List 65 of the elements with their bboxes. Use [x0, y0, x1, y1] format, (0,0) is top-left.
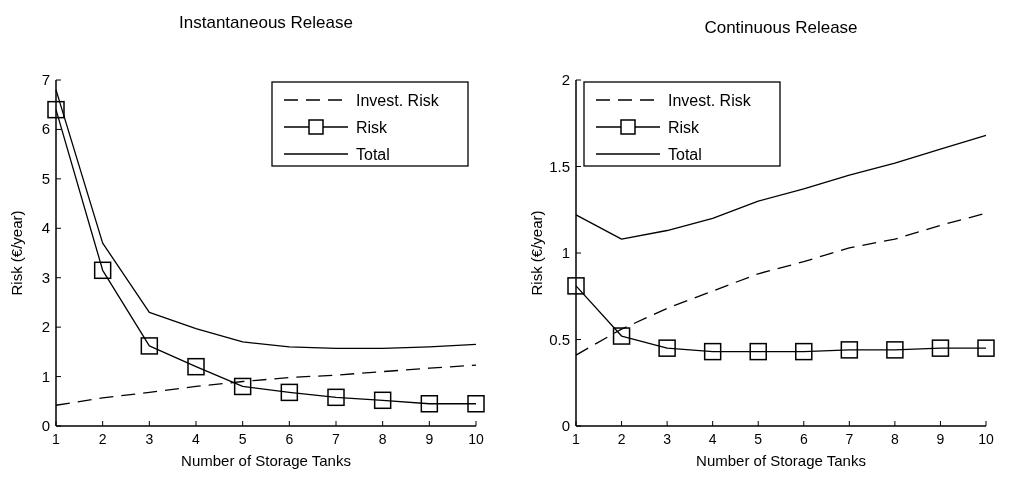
point	[93, 261, 112, 280]
y-tick-label: 7	[41, 71, 50, 88]
x-tick-label: 4	[192, 431, 201, 447]
chart-title: Continuous Release	[704, 18, 858, 37]
y-tick-label: 2	[41, 318, 50, 336]
y-tick-label: 4	[41, 219, 50, 237]
point	[977, 339, 995, 357]
x-tick-label: 6	[285, 431, 294, 447]
y-tick-label: 1	[41, 367, 50, 385]
y-axis-title: Risk (€/year)	[528, 210, 545, 296]
point	[703, 342, 722, 361]
y-tick-label: 0	[41, 417, 50, 434]
x-tick-label: 10	[978, 431, 994, 447]
point	[658, 339, 676, 357]
point	[420, 395, 439, 413]
point	[373, 391, 392, 410]
point	[47, 100, 65, 119]
x-tick-label: 2	[617, 431, 626, 447]
y-tick-label: 0	[561, 417, 570, 434]
y-tick-label: 5	[41, 169, 50, 187]
point	[567, 277, 585, 295]
x-axis-title: Number of Storage Tanks	[696, 452, 866, 469]
point	[840, 341, 859, 359]
y-tick-label: 0.5	[549, 330, 570, 348]
point	[795, 342, 813, 361]
x-tick-label: 2	[98, 431, 107, 447]
x-tick-label: 7	[332, 431, 341, 447]
x-axis-title: Number of Storage Tanks	[181, 452, 351, 469]
point	[931, 339, 950, 357]
point	[280, 383, 299, 402]
y-tick-label: 2	[561, 71, 570, 88]
x-tick-label: 5	[754, 431, 763, 447]
y-axis-title: Risk (€/year)	[8, 210, 25, 296]
legend-label: Total	[356, 146, 390, 163]
x-tick-label: 7	[845, 431, 854, 447]
x-tick-label: 4	[708, 431, 717, 447]
x-tick-label: 3	[145, 431, 154, 447]
legend-label: Risk	[356, 119, 389, 136]
point	[187, 357, 205, 376]
x-tick-label: 9	[425, 431, 434, 447]
legend-label: Invest. Risk	[356, 92, 440, 109]
x-tick-label: 6	[799, 431, 808, 447]
point	[612, 327, 631, 345]
x-tick-label: 8	[890, 431, 899, 447]
x-tick-label: 1	[52, 431, 61, 447]
legend-label: Invest. Risk	[668, 92, 752, 109]
chart-title: Instantaneous Release	[179, 13, 353, 32]
x-tick-label: 3	[663, 431, 672, 447]
legend-label: Total	[668, 146, 702, 163]
point	[886, 341, 904, 359]
x-tick-label: 8	[378, 431, 387, 447]
y-tick-label: 6	[41, 120, 50, 138]
x-tick-label: 1	[572, 431, 581, 447]
point	[327, 388, 345, 407]
x-tick-label: 5	[238, 431, 247, 447]
point	[140, 337, 159, 355]
x-tick-label: 10	[468, 431, 484, 447]
y-tick-label: 1.5	[549, 157, 570, 175]
point	[467, 395, 485, 413]
point	[233, 377, 252, 396]
y-tick-label: 1	[561, 244, 570, 261]
point	[749, 342, 767, 361]
y-tick-label: 3	[41, 268, 50, 286]
legend-label: Risk	[668, 119, 701, 136]
x-tick-label: 9	[936, 431, 945, 447]
